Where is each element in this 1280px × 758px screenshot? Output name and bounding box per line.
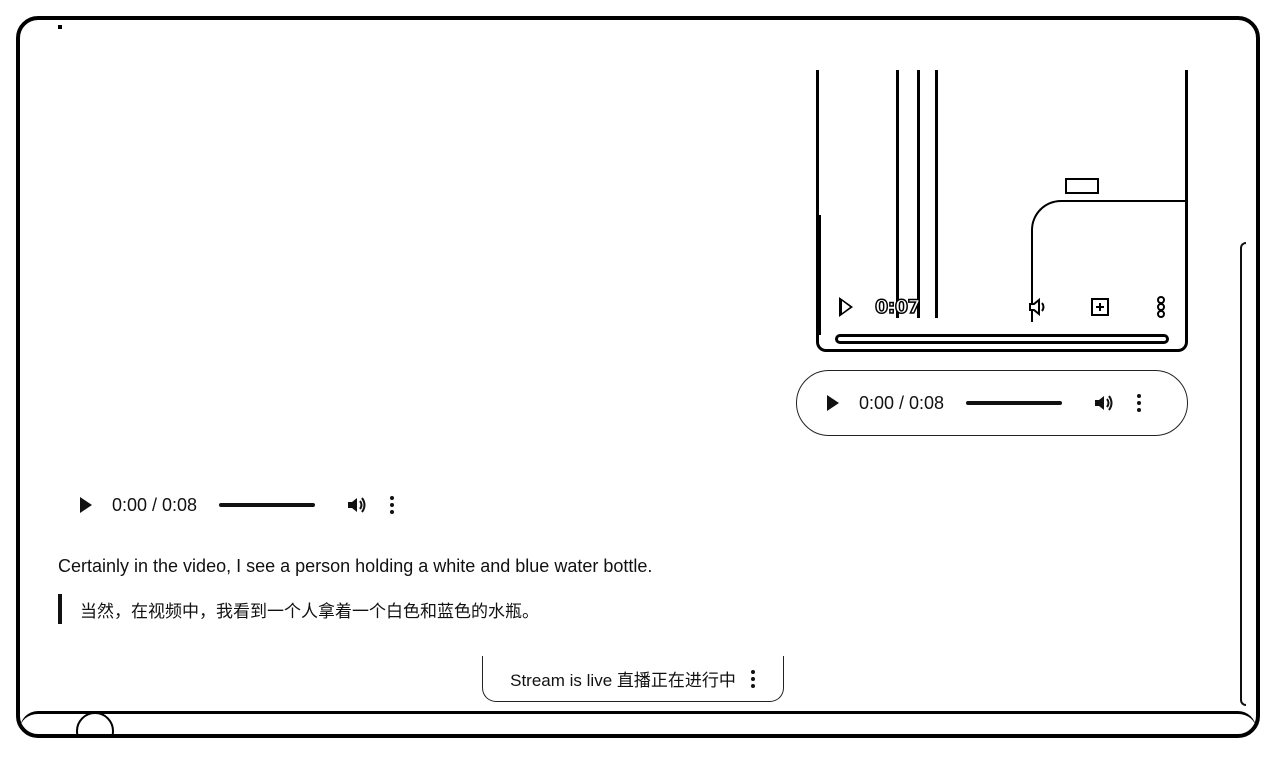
audio-seek-bar[interactable] bbox=[219, 503, 316, 507]
video-scene-edge bbox=[819, 215, 821, 335]
video-controls: 0:07 bbox=[839, 292, 1171, 322]
volume-icon[interactable] bbox=[1092, 392, 1114, 414]
video-scene-bottle-cap bbox=[1065, 178, 1099, 194]
audio-time: 0:00 / 0:08 bbox=[859, 392, 945, 413]
play-icon[interactable] bbox=[827, 395, 839, 411]
video-time: 0:07 bbox=[874, 295, 921, 319]
video-scene-bottle bbox=[1031, 200, 1185, 322]
scrollbar[interactable] bbox=[1240, 242, 1246, 706]
stream-status-pill[interactable]: Stream is live 直播正在进行中 bbox=[482, 656, 784, 702]
stream-status-label: Stream is live 直播正在进行中 bbox=[510, 671, 736, 690]
bottom-toolbar bbox=[20, 711, 1256, 734]
video-scene-pole-detail bbox=[903, 70, 920, 318]
audio-player-response[interactable]: 0:00 / 0:08 bbox=[796, 370, 1188, 436]
audio-time: 0:00 / 0:08 bbox=[112, 494, 198, 515]
more-vert-icon[interactable] bbox=[389, 496, 395, 514]
more-vert-icon[interactable] bbox=[1151, 296, 1171, 318]
audio-seek-bar[interactable] bbox=[966, 401, 1063, 405]
app-window: 0:07 bbox=[16, 16, 1260, 738]
status-indicator bbox=[58, 25, 62, 29]
fullscreen-icon[interactable] bbox=[1089, 296, 1109, 318]
audio-player-input[interactable]: 0:00 / 0:08 bbox=[80, 472, 480, 538]
more-vert-icon[interactable] bbox=[750, 669, 756, 688]
video-frame: 0:07 bbox=[816, 70, 1188, 352]
translation-text: 当然，在视频中，我看到一个人拿着一个白色和蓝色的水瓶。 bbox=[80, 601, 539, 622]
video-scene-pole bbox=[896, 70, 938, 318]
more-vert-icon[interactable] bbox=[1136, 394, 1142, 412]
play-icon[interactable] bbox=[80, 497, 92, 513]
play-icon[interactable] bbox=[839, 297, 853, 317]
volume-icon[interactable] bbox=[1027, 296, 1047, 318]
mic-button[interactable] bbox=[76, 712, 114, 734]
volume-icon[interactable] bbox=[345, 494, 367, 516]
video-progress-bar[interactable] bbox=[835, 334, 1169, 344]
video-preview[interactable]: 0:07 bbox=[816, 70, 1188, 352]
transcript-english: Certainly in the video, I see a person h… bbox=[58, 556, 653, 576]
transcript-chinese: 当然，在视频中，我看到一个人拿着一个白色和蓝色的水瓶。 bbox=[58, 594, 539, 624]
